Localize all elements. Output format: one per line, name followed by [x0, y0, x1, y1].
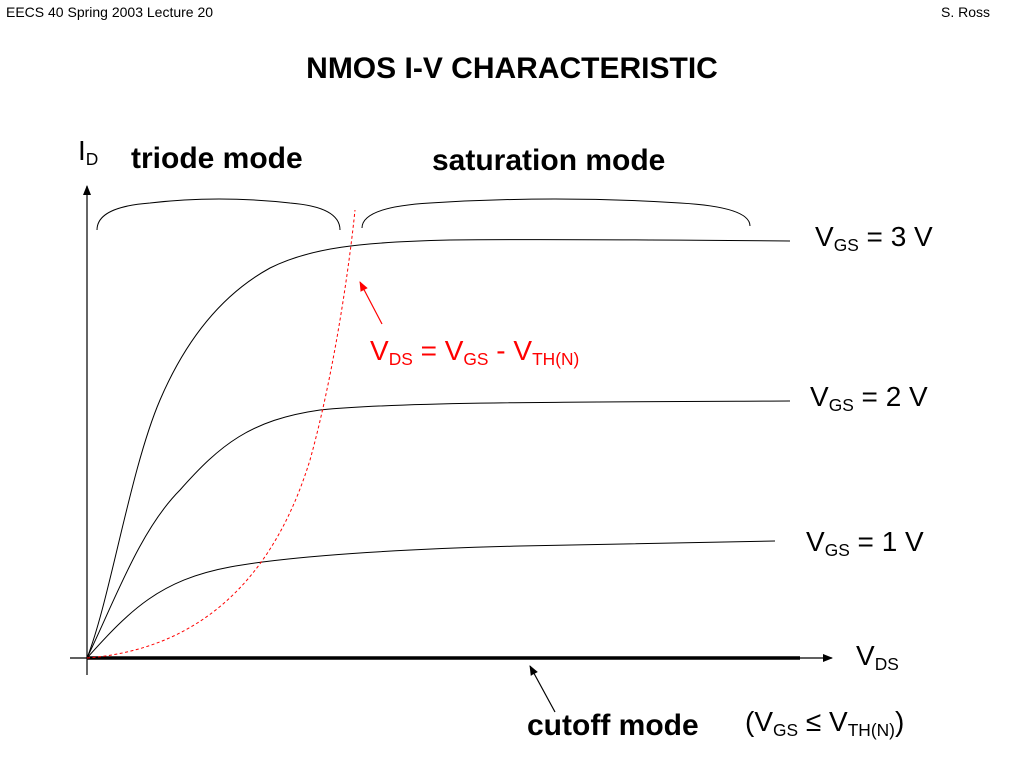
cutoff-condition: (VGS ≤ VTH(N)) [745, 706, 905, 740]
triode-mode-label: triode mode [131, 142, 303, 175]
header-author: S. Ross [940, 4, 990, 20]
y-axis-label: ID [78, 135, 99, 169]
triode-brace [96, 198, 341, 231]
header-course: EECS 40 Spring 2003 Lecture 20 [6, 4, 214, 20]
cutoff-mode-label: cutoff mode [527, 709, 699, 742]
curve-vgs-1 [86, 540, 776, 659]
curve-label-vgs-3: VGS = 3 V [815, 221, 933, 255]
boundary-label: VDS = VGS - VTH(N) [370, 335, 580, 369]
curve-label-vgs-1: VGS = 1 V [806, 526, 924, 560]
saturation-brace [361, 198, 751, 229]
saturation-boundary [86, 209, 356, 659]
cutoff-pointer [529, 665, 556, 713]
curve-vgs-3 [86, 239, 791, 659]
curve-label-vgs-2: VGS = 2 V [810, 381, 928, 415]
page-title: NMOS I-V CHARACTERISTIC [306, 52, 718, 85]
saturation-mode-label: saturation mode [432, 144, 666, 177]
curve-vgs-2 [86, 400, 791, 659]
x-axis-label: VDS [856, 640, 899, 674]
boundary-pointer [359, 281, 383, 325]
